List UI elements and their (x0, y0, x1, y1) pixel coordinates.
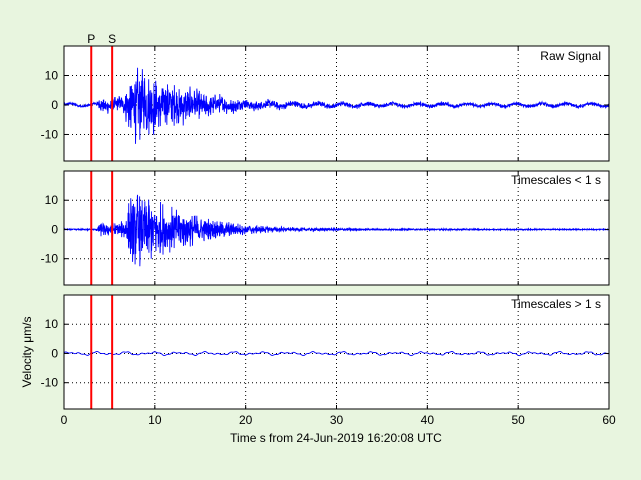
series-line (63, 67, 610, 144)
series-line (63, 350, 610, 357)
y-tick-label: -10 (41, 252, 59, 266)
x-tick-label: 10 (148, 413, 162, 427)
y-axis-label: Velocity μm/s (20, 317, 34, 388)
y-tick-label: 0 (51, 98, 58, 112)
y-tick-label: -10 (41, 376, 59, 390)
signal-trace (63, 67, 610, 144)
phase-markers (90, 171, 114, 285)
x-axis-label: Time s from 24-Jun-2019 16:20:08 UTC (230, 431, 442, 445)
panel-timescales-short: -10 0 10 Timescales < 1 s (41, 170, 610, 286)
x-tick-label: 50 (511, 413, 525, 427)
series-line (63, 194, 610, 267)
x-tick-label: 20 (239, 413, 253, 427)
y-tick-label: 10 (45, 317, 59, 331)
axis-ticks: -10 0 10 (41, 46, 610, 161)
axis-ticks: -10 0 10 0 10 20 30 40 50 60 (41, 295, 616, 427)
x-tick-label: 0 (61, 413, 68, 427)
y-tick-label: -10 (41, 127, 59, 141)
y-tick-label: 10 (45, 193, 59, 207)
phase-label-s: S (108, 32, 116, 46)
phase-label-p: P (87, 32, 95, 46)
panel-timescales-long: -10 0 10 0 10 20 30 40 50 60 Timescales > 1 s (41, 294, 616, 427)
y-tick-label: 10 (45, 68, 59, 82)
signal-trace (63, 194, 610, 267)
y-tick-label: 0 (51, 346, 58, 360)
x-tick-label: 60 (602, 413, 616, 427)
axis-ticks: -10 0 10 (41, 171, 610, 285)
panel-title: Timescales > 1 s (511, 297, 601, 311)
panel-title: Raw Signal (540, 49, 601, 63)
panel-title: Timescales < 1 s (511, 173, 601, 187)
x-tick-label: 40 (421, 413, 435, 427)
phase-markers (90, 295, 114, 409)
signal-trace (63, 350, 610, 357)
y-tick-label: 0 (51, 222, 58, 236)
x-tick-label: 30 (330, 413, 344, 427)
